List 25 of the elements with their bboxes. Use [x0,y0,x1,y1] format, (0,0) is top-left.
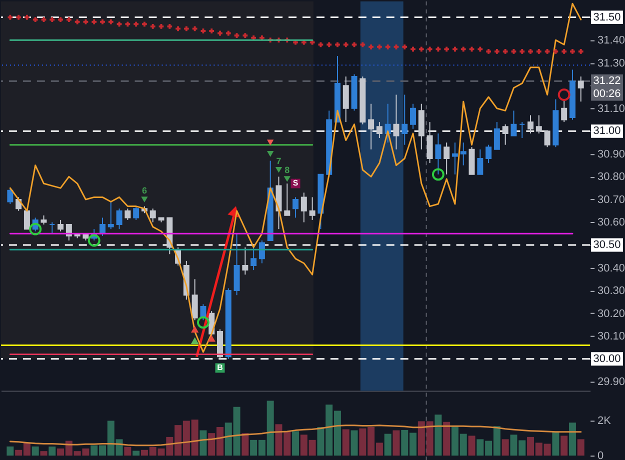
y-tick-label: 31.30 [598,57,625,70]
y-tick-label: 31.10 [598,102,625,115]
y-tick-label: 30.80 [598,171,625,184]
ref-line-label: 31.00 [593,125,621,138]
ref-line-label: 31.50 [593,11,621,24]
y-tick-label: 31.40 [598,34,625,47]
ref-line-label: 31.22 [593,75,621,88]
y-tick-label: 30.20 [598,308,625,320]
series-label: 8 [284,164,290,175]
ref-line-label: 30.00 [593,352,621,365]
series-label: B [217,362,224,372]
y-tick-label: 29.90 [598,376,625,388]
text: 00:26 [593,88,621,100]
ref-line-label: 30.50 [593,239,621,252]
y-tick-label: 30.90 [598,148,625,160]
y-tick-label: 0 [598,450,604,460]
y-tick-label: 30.10 [598,330,625,343]
y-tick-label: 2K [598,415,612,428]
y-tick-label: 30.60 [598,216,625,229]
y-tick-label: 30.30 [598,285,625,298]
y-tick-label: 30.70 [598,194,625,206]
series-label: S [292,178,298,188]
y-tick-label: 30.40 [598,262,625,274]
series-label: 7 [276,156,282,166]
series-label: 6 [142,185,147,196]
